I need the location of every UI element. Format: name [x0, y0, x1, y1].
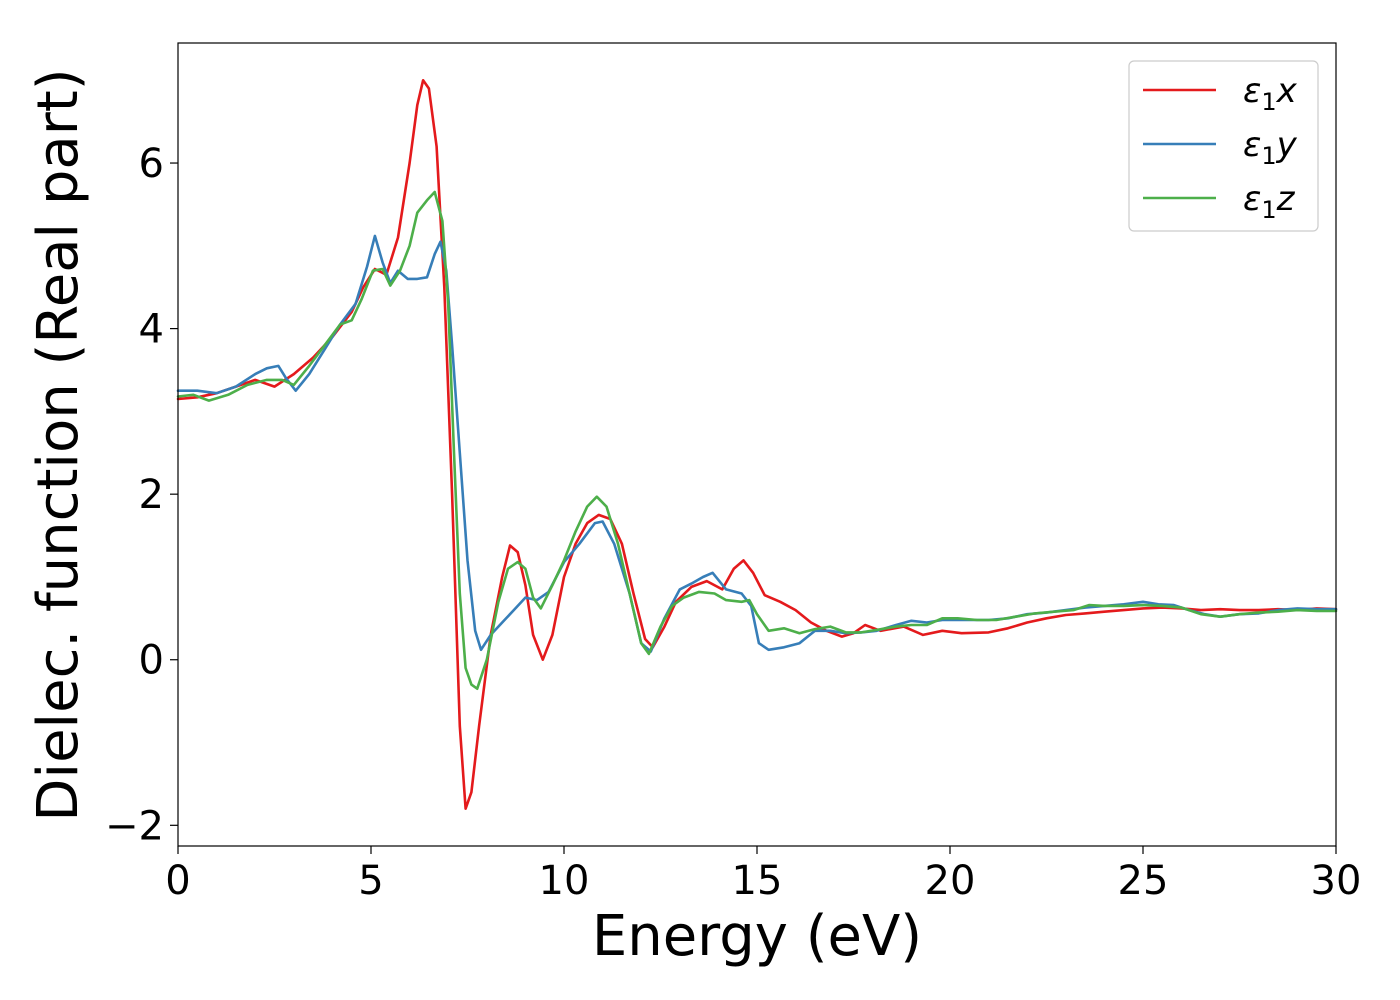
- x-tick-label: 30: [1311, 858, 1362, 904]
- x-tick-label: 20: [925, 858, 976, 904]
- legend: ε1x ε1y ε1z: [1128, 60, 1319, 232]
- x-axis-ticks: 0 5 10 15 20 25 30: [165, 846, 1361, 904]
- y-tick-label: 4: [139, 307, 164, 353]
- y-tick-label: 2: [139, 472, 164, 518]
- x-tick-label: 0: [165, 858, 190, 904]
- series-layer: [176, 79, 1338, 810]
- x-tick-label: 5: [358, 858, 383, 904]
- legend-label-y: ε1y: [1243, 125, 1298, 170]
- series-line-z: [176, 190, 1338, 690]
- x-tick-label: 10: [539, 858, 590, 904]
- y-tick-label: 0: [139, 638, 164, 684]
- legend-box: [1128, 60, 1319, 232]
- x-tick-label: 15: [732, 858, 783, 904]
- legend-label-z: ε1z: [1243, 179, 1296, 224]
- y-axis-title: Dielec. function (Real part): [26, 68, 91, 821]
- series-line-x: [176, 79, 1338, 810]
- y-tick-label: −2: [105, 803, 164, 849]
- legend-label-x: ε1x: [1243, 71, 1298, 116]
- y-tick-label: 6: [139, 141, 164, 187]
- y-axis-ticks: −2 0 2 4 6: [105, 141, 178, 849]
- x-tick-label: 25: [1118, 858, 1169, 904]
- x-axis-title: Energy (eV): [592, 904, 922, 969]
